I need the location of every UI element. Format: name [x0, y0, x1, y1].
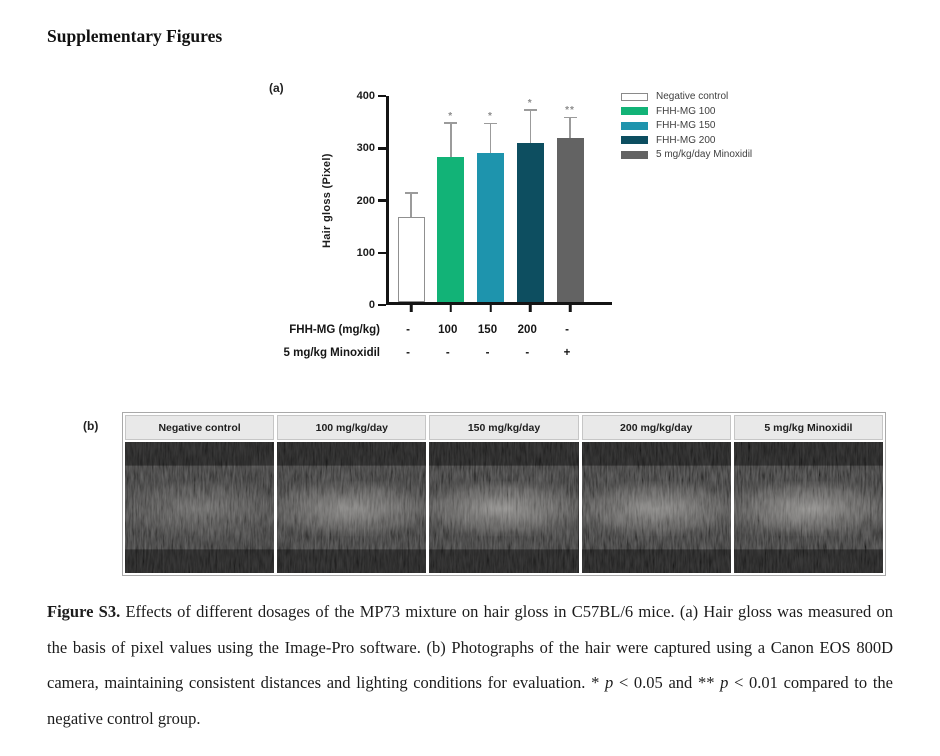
legend-row: FHH-MG 100 — [621, 106, 752, 117]
y-tick-mark — [378, 303, 386, 307]
chart-legend: Negative control FHH-MG 100 FHH-MG 150 FHH-… — [621, 91, 752, 164]
error-bar — [410, 193, 412, 218]
error-bar — [450, 123, 452, 158]
anno-value: 150 — [477, 324, 498, 336]
photo-header: 5 mg/kg Minoxidil — [733, 415, 884, 440]
caption-text: < 0.05 and ** — [613, 673, 721, 692]
legend-swatch — [621, 150, 648, 159]
photo-header: 200 mg/kg/day — [581, 415, 731, 440]
y-tick-mark — [378, 199, 386, 202]
anno-value: - — [406, 324, 410, 336]
photo-column: 5 mg/kg Minoxidil — [733, 415, 884, 573]
hair-photo — [733, 442, 884, 573]
x-tick-mark — [409, 305, 413, 312]
caption-text: p — [605, 673, 614, 692]
bar — [437, 157, 465, 302]
y-axis-title: Hair gloss (Pixel) — [321, 153, 333, 248]
y-tick-label: 0 — [368, 299, 375, 311]
photo-column: 200 mg/kg/day — [581, 415, 731, 573]
legend-swatch — [621, 107, 648, 115]
significance-label: * — [488, 111, 493, 123]
anno-value: - — [485, 347, 490, 359]
anno-value: - — [406, 347, 410, 359]
anno-values-row: - - - - + — [386, 347, 612, 361]
hair-photo — [125, 442, 275, 573]
legend-label: Negative control — [656, 91, 729, 102]
anno-value: - — [525, 347, 530, 359]
error-bar — [489, 124, 492, 153]
figure-caption: Figure S3. Effects of different dosages … — [47, 594, 893, 736]
error-bar — [529, 110, 531, 143]
error-bar-cap — [404, 192, 418, 194]
hair-photo — [277, 442, 427, 573]
anno-value: - — [565, 324, 569, 336]
legend-row: Negative control — [621, 91, 752, 102]
legend-swatch — [621, 121, 648, 130]
error-bar-cap — [563, 116, 577, 119]
legend-label: FHH-MG 150 — [656, 120, 716, 131]
y-tick-label: 300 — [356, 142, 375, 155]
anno-row-label: 5 mg/kg Minoxidil — [283, 347, 380, 359]
photo-header: Negative control — [125, 415, 275, 440]
error-bar-cap — [444, 122, 458, 124]
x-tick-mark — [449, 305, 452, 312]
error-bar-cap — [523, 109, 537, 111]
legend-label: 5 mg/kg/day Minoxidil — [656, 149, 753, 160]
x-tick-mark — [489, 305, 492, 312]
hair-photo — [581, 442, 731, 573]
plot-area: 0 100 200 300 400 * * * ** — [357, 90, 612, 312]
legend-row: FHH-MG 150 — [621, 120, 752, 131]
photo-header: 100 mg/kg/day — [277, 415, 427, 440]
y-tick-label: 100 — [356, 246, 375, 259]
panel-a-label: (a) — [269, 81, 284, 95]
significance-label: ** — [565, 105, 575, 117]
caption-text: Effects of different dosages of the MP73… — [47, 602, 893, 692]
error-bar-cap — [484, 122, 497, 125]
bar — [477, 152, 504, 302]
y-tick-mark — [378, 147, 386, 150]
photo-column: Negative control — [125, 415, 275, 573]
photo-column: 150 mg/kg/day — [429, 415, 579, 573]
anno-values-row: - 100 150 200 - — [386, 324, 612, 338]
y-tick-label: 200 — [356, 194, 375, 207]
bar — [397, 217, 425, 302]
photo-header: 150 mg/kg/day — [429, 415, 579, 440]
error-bar — [569, 118, 571, 139]
anno-value: + — [563, 347, 571, 359]
anno-value: - — [445, 347, 450, 359]
y-tick-label: 400 — [356, 90, 375, 102]
caption-text: p — [720, 673, 729, 692]
caption-text: < 0.01 compared to the negative control … — [47, 673, 893, 728]
bar — [556, 138, 584, 302]
photo-column: 100 mg/kg/day — [277, 415, 427, 573]
legend-swatch — [621, 136, 648, 144]
legend-row: FHH-MG 200 — [621, 135, 752, 146]
y-tick-mark — [378, 94, 386, 98]
hair-photo-strip: Negative control 100 mg/kg/day — [122, 412, 886, 576]
legend-label: FHH-MG 100 — [656, 105, 716, 117]
significance-label: * — [527, 97, 533, 109]
significance-label: * — [448, 110, 454, 122]
caption-figure-number: Figure S3. — [47, 602, 121, 621]
legend-label: FHH-MG 200 — [656, 134, 716, 146]
anno-row-label: FHH-MG (mg/kg) — [289, 324, 380, 336]
x-tick-mark — [568, 305, 572, 312]
anno-value: 100 — [438, 324, 458, 336]
y-tick-mark — [378, 251, 386, 254]
bar — [516, 142, 544, 302]
legend-row: 5 mg/kg/day Minoxidil — [621, 149, 752, 160]
legend-swatch — [621, 92, 648, 101]
hair-photo — [429, 442, 579, 573]
panel-b-label: (b) — [83, 419, 99, 433]
x-tick-mark — [529, 305, 532, 312]
page-title: Supplementary Figures — [47, 26, 223, 46]
anno-value: 200 — [517, 324, 537, 336]
